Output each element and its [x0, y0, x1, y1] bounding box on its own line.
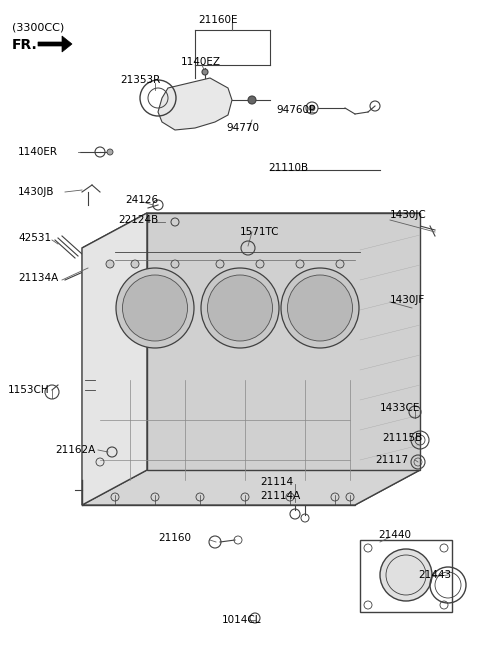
Polygon shape [158, 78, 232, 130]
Text: 94770: 94770 [226, 123, 259, 133]
Text: 1571TC: 1571TC [240, 227, 279, 237]
Circle shape [107, 149, 113, 155]
Circle shape [336, 260, 344, 268]
Circle shape [216, 260, 224, 268]
Text: 21162A: 21162A [55, 445, 95, 455]
Bar [360, 540, 452, 612]
Ellipse shape [116, 268, 194, 348]
Text: FR.: FR. [12, 38, 38, 52]
Circle shape [248, 96, 256, 104]
Ellipse shape [281, 268, 359, 348]
Text: 21134A: 21134A [18, 273, 58, 283]
Text: 1014CL: 1014CL [222, 615, 262, 625]
Polygon shape [38, 36, 72, 52]
Text: 1430JC: 1430JC [390, 210, 427, 220]
Polygon shape [82, 470, 420, 505]
Text: 1430JB: 1430JB [18, 187, 55, 197]
Text: 21160: 21160 [158, 533, 191, 543]
Circle shape [131, 260, 139, 268]
Text: 1433CE: 1433CE [380, 403, 420, 413]
Text: 21443: 21443 [418, 570, 451, 580]
Text: 21440: 21440 [378, 530, 411, 540]
Text: 1140EZ: 1140EZ [181, 57, 221, 67]
Text: 21114: 21114 [260, 477, 293, 487]
Text: 1140ER: 1140ER [18, 147, 58, 157]
Text: 21114A: 21114A [260, 491, 300, 501]
Ellipse shape [288, 275, 352, 341]
Ellipse shape [122, 275, 188, 341]
Polygon shape [147, 213, 420, 470]
Ellipse shape [207, 275, 273, 341]
Circle shape [171, 260, 179, 268]
Text: 1153CH: 1153CH [8, 385, 49, 395]
Circle shape [202, 69, 208, 75]
Polygon shape [82, 248, 355, 505]
Text: 22124B: 22124B [118, 215, 158, 225]
Text: 21117: 21117 [375, 455, 408, 465]
Circle shape [106, 260, 114, 268]
Text: 1430JF: 1430JF [390, 295, 425, 305]
Polygon shape [82, 213, 147, 505]
Ellipse shape [201, 268, 279, 348]
Circle shape [380, 549, 432, 601]
Text: 42531: 42531 [18, 233, 51, 243]
Text: 94760P: 94760P [276, 105, 315, 115]
Text: 21353R: 21353R [120, 75, 160, 85]
Text: 21115B: 21115B [382, 433, 422, 443]
Text: 24126: 24126 [125, 195, 158, 205]
Circle shape [309, 105, 315, 111]
Circle shape [296, 260, 304, 268]
Polygon shape [355, 213, 420, 505]
Text: 21160E: 21160E [198, 15, 238, 25]
Circle shape [256, 260, 264, 268]
Text: (3300CC): (3300CC) [12, 22, 64, 32]
Text: 21110B: 21110B [268, 163, 308, 173]
Polygon shape [82, 213, 420, 248]
